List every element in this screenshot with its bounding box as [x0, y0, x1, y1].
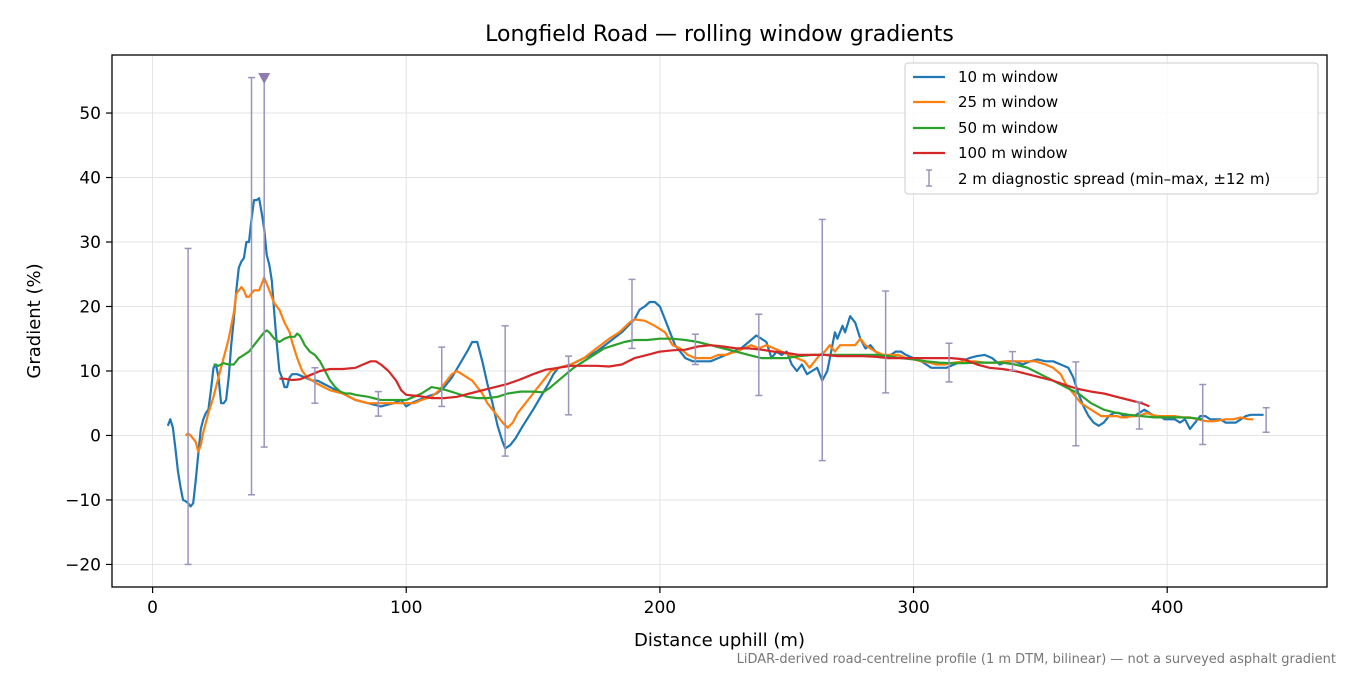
error-bar [755, 313, 763, 397]
error-bar [565, 355, 573, 416]
series-layer [166, 197, 1264, 508]
error-bar [248, 76, 256, 496]
y-tick-label: 30 [79, 233, 101, 253]
error-bar [945, 342, 953, 383]
legend-label-100m: 100 m window [958, 144, 1068, 162]
clipped-value-marker [258, 73, 271, 84]
y-tick-label: 10 [79, 362, 101, 382]
error-bar [628, 278, 636, 350]
y-axis-label: Gradient (%) [24, 263, 45, 378]
error-bar [1008, 350, 1016, 372]
series-line-3 [279, 344, 1150, 408]
y-tick-label: 50 [79, 104, 101, 124]
x-tick-label: 0 [147, 598, 158, 618]
error-bar [311, 367, 319, 404]
error-bar [1072, 361, 1080, 447]
error-bar [1262, 406, 1270, 433]
error-bar [438, 346, 446, 408]
error-bar [184, 247, 192, 566]
legend-box [904, 62, 1319, 195]
series-line-2 [213, 329, 1203, 421]
legend-label-50m: 50 m window [958, 119, 1058, 137]
y-tick-label: 40 [79, 169, 101, 189]
y-tick-label: 0 [90, 426, 101, 446]
y-tick-label: −10 [65, 491, 101, 511]
errorbar-layer [184, 73, 1270, 566]
y-tick-label: −20 [65, 555, 101, 575]
x-tick-label: 100 [390, 598, 422, 618]
error-bar [882, 290, 890, 394]
x-tick-label: 300 [897, 598, 929, 618]
x-axis-label: Distance uphill (m) [634, 630, 805, 651]
chart-title: Longfield Road — rolling window gradient… [485, 22, 954, 47]
error-bar [691, 333, 699, 366]
legend-label-25m: 25 m window [958, 93, 1058, 111]
x-axis-ticks: 0 100 200 300 400 [147, 587, 1183, 618]
legend-swatch-errorbar [926, 169, 932, 187]
series-line-1 [184, 276, 1254, 453]
error-bar [260, 76, 268, 448]
error-bar [818, 218, 826, 462]
legend-label-10m: 10 m window [958, 68, 1058, 86]
error-bar [1199, 383, 1207, 446]
legend: 10 m window 25 m window 50 m window 100 … [904, 62, 1319, 195]
series-line-0 [166, 197, 1264, 508]
x-tick-label: 200 [644, 598, 676, 618]
y-axis-ticks: −20 −10 0 10 20 30 40 50 [65, 104, 112, 575]
y-tick-label: 20 [79, 297, 101, 317]
error-bar [501, 325, 509, 457]
footnote: LiDAR-derived road-centreline profile (1… [736, 652, 1336, 667]
x-tick-label: 400 [1151, 598, 1183, 618]
error-bar [374, 390, 382, 417]
error-bar [1135, 401, 1143, 430]
legend-label-errorbar: 2 m diagnostic spread (min–max, ±12 m) [958, 170, 1270, 188]
plot-frame [111, 54, 1328, 588]
